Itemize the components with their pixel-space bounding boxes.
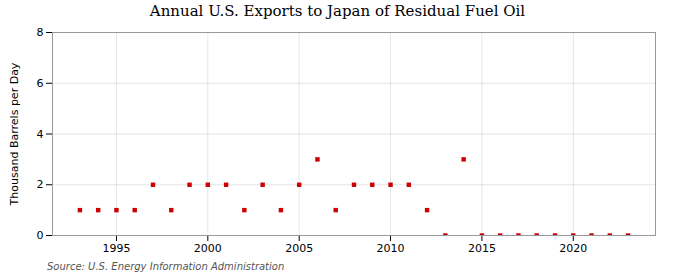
svg-text:8: 8	[37, 26, 44, 39]
svg-text:2000: 2000	[194, 242, 222, 255]
svg-text:0: 0	[37, 229, 44, 242]
svg-text:4: 4	[37, 128, 44, 141]
svg-text:1995: 1995	[102, 242, 130, 255]
svg-text:2020: 2020	[559, 242, 587, 255]
svg-text:2015: 2015	[468, 242, 496, 255]
html-text:Annual U.S. Exports to Japan o: Annual U.S. Exports to Japan of Residual…	[149, 2, 526, 20]
svg-text:2: 2	[37, 178, 44, 191]
html-text:Source: U.S. Energy Informatio: Source: U.S. Energy Information Administ…	[47, 261, 285, 272]
svg-text:2005: 2005	[285, 242, 313, 255]
svg-text:Thousand Barrels per Day: Thousand Barrels per Day	[8, 62, 21, 206]
svg-text:6: 6	[37, 77, 44, 90]
svg-text:2010: 2010	[377, 242, 405, 255]
